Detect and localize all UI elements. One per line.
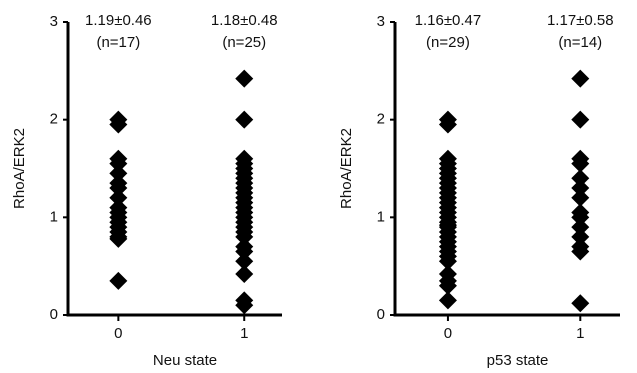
annotation: (n=29) (426, 34, 470, 51)
point (571, 188, 590, 207)
annotation: 1.16±0.47 (415, 12, 482, 29)
annotation: 1.19±0.46 (85, 12, 152, 29)
y-axis-label: RhoA/ERK2 (338, 128, 355, 209)
point (109, 164, 128, 183)
x-tick-label: 1 (240, 325, 248, 342)
point (571, 218, 590, 237)
annotation: (n=14) (558, 34, 602, 51)
point (235, 69, 254, 88)
point (571, 169, 590, 188)
annotation: (n=17) (96, 34, 140, 51)
x-axis-label: p53 state (487, 352, 549, 369)
point (235, 264, 254, 283)
annotation: 1.17±0.58 (547, 12, 614, 29)
y-tick-label: 1 (50, 208, 58, 225)
annotation: 1.18±0.48 (211, 12, 278, 29)
point (571, 294, 590, 313)
y-axis-label: RhoA/ERK2 (11, 128, 28, 209)
point (235, 252, 254, 271)
point (235, 110, 254, 129)
point (571, 179, 590, 198)
point (571, 154, 590, 173)
point (571, 110, 590, 129)
y-tick-label: 3 (377, 13, 385, 30)
point (109, 115, 128, 134)
point (109, 179, 128, 198)
point (235, 242, 254, 261)
point (571, 227, 590, 246)
y-tick-label: 2 (377, 111, 385, 128)
y-tick-label: 1 (377, 208, 385, 225)
point (438, 291, 457, 310)
y-tick-label: 2 (50, 111, 58, 128)
point (438, 276, 457, 295)
point (109, 229, 128, 248)
x-axis-label: Neu state (153, 352, 217, 369)
x-tick-label: 0 (114, 325, 122, 342)
annotation: (n=25) (222, 34, 266, 51)
y-tick-label: 0 (50, 306, 58, 323)
x-tick-label: 0 (444, 325, 452, 342)
y-tick-label: 3 (50, 13, 58, 30)
point (109, 154, 128, 173)
point (109, 188, 128, 207)
point (438, 115, 457, 134)
point (571, 69, 590, 88)
point (571, 208, 590, 227)
point (438, 252, 457, 271)
point (235, 227, 254, 246)
y-tick-label: 0 (377, 306, 385, 323)
point (235, 296, 254, 315)
point (109, 271, 128, 290)
point (571, 242, 590, 261)
x-tick-label: 1 (576, 325, 584, 342)
